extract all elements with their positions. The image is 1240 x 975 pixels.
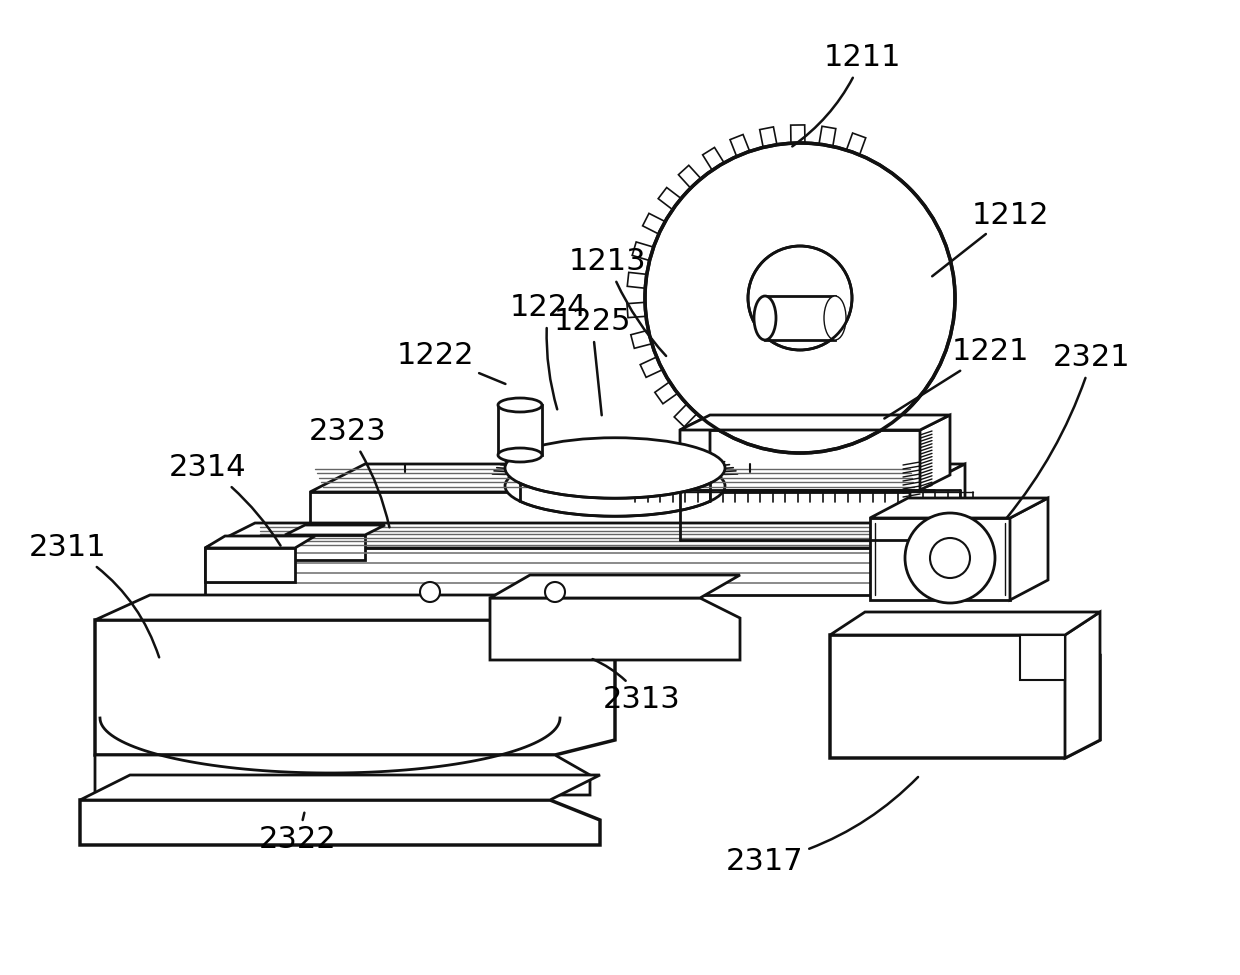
Text: 1221: 1221 xyxy=(884,337,1029,418)
Polygon shape xyxy=(631,331,652,348)
Polygon shape xyxy=(655,382,677,404)
Polygon shape xyxy=(490,575,740,598)
Polygon shape xyxy=(830,612,1100,635)
Polygon shape xyxy=(627,302,646,318)
Ellipse shape xyxy=(825,296,846,340)
Polygon shape xyxy=(724,438,744,459)
Text: 1224: 1224 xyxy=(510,293,587,409)
Polygon shape xyxy=(205,548,970,595)
Polygon shape xyxy=(680,430,920,490)
Polygon shape xyxy=(95,595,615,620)
Polygon shape xyxy=(765,296,835,340)
Polygon shape xyxy=(1065,612,1100,758)
Circle shape xyxy=(748,246,852,350)
Polygon shape xyxy=(754,448,771,468)
Polygon shape xyxy=(703,147,724,170)
Polygon shape xyxy=(285,535,365,560)
Polygon shape xyxy=(680,415,950,430)
Polygon shape xyxy=(642,214,665,234)
Polygon shape xyxy=(680,415,711,490)
Polygon shape xyxy=(310,464,965,492)
Polygon shape xyxy=(81,775,600,800)
Polygon shape xyxy=(490,598,740,660)
Text: 1222: 1222 xyxy=(397,340,506,384)
Ellipse shape xyxy=(505,455,725,516)
Polygon shape xyxy=(285,525,384,535)
Text: 1211: 1211 xyxy=(792,44,900,146)
Polygon shape xyxy=(81,800,600,845)
Polygon shape xyxy=(791,125,805,143)
Text: 1225: 1225 xyxy=(553,307,631,415)
Polygon shape xyxy=(870,498,1048,518)
Polygon shape xyxy=(498,405,542,455)
Polygon shape xyxy=(95,755,590,795)
Text: 2311: 2311 xyxy=(30,533,159,657)
Polygon shape xyxy=(760,127,777,147)
Text: 2323: 2323 xyxy=(309,417,389,527)
Polygon shape xyxy=(841,444,861,465)
Ellipse shape xyxy=(498,448,542,462)
Text: 2314: 2314 xyxy=(169,453,280,546)
Polygon shape xyxy=(910,464,965,530)
Polygon shape xyxy=(813,450,830,470)
Polygon shape xyxy=(847,133,866,155)
Text: 2322: 2322 xyxy=(259,813,337,854)
Text: 2321: 2321 xyxy=(1007,343,1131,518)
Polygon shape xyxy=(310,492,910,530)
Polygon shape xyxy=(658,187,681,210)
Ellipse shape xyxy=(498,398,542,412)
Polygon shape xyxy=(95,620,615,755)
Polygon shape xyxy=(1021,635,1065,680)
Text: 2313: 2313 xyxy=(593,659,681,715)
Circle shape xyxy=(420,582,440,602)
Polygon shape xyxy=(870,518,1011,600)
Polygon shape xyxy=(627,272,646,289)
Circle shape xyxy=(645,143,955,453)
Polygon shape xyxy=(1011,498,1048,600)
Text: 1213: 1213 xyxy=(569,248,666,356)
Text: 1212: 1212 xyxy=(932,201,1049,276)
Polygon shape xyxy=(205,548,295,582)
Polygon shape xyxy=(678,166,701,188)
Circle shape xyxy=(905,513,994,603)
Text: 2317: 2317 xyxy=(727,777,918,877)
Ellipse shape xyxy=(505,438,725,498)
Polygon shape xyxy=(830,635,1100,758)
Polygon shape xyxy=(640,357,662,377)
Polygon shape xyxy=(970,523,1021,595)
Polygon shape xyxy=(632,242,653,260)
Polygon shape xyxy=(205,523,1021,548)
Polygon shape xyxy=(698,423,719,446)
Circle shape xyxy=(930,538,970,578)
Polygon shape xyxy=(818,127,836,146)
Polygon shape xyxy=(785,452,800,471)
Circle shape xyxy=(546,582,565,602)
Polygon shape xyxy=(205,536,315,548)
Ellipse shape xyxy=(754,296,776,340)
Polygon shape xyxy=(730,135,750,156)
Polygon shape xyxy=(675,404,697,427)
Polygon shape xyxy=(920,415,950,490)
